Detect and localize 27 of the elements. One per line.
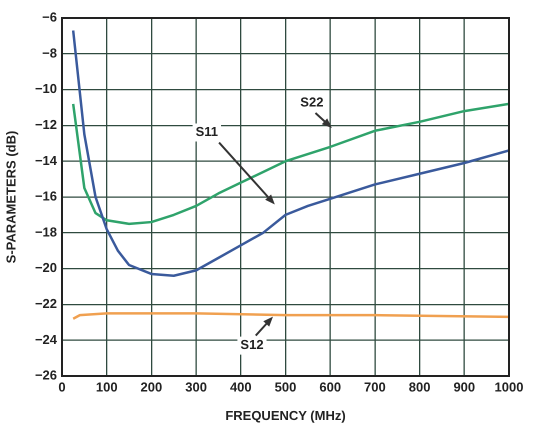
y-tick-label: −10	[34, 81, 57, 96]
x-tick-label: 900	[453, 379, 476, 394]
x-tick-label: 400	[230, 379, 252, 394]
y-tick-label: −16	[34, 188, 57, 204]
y-tick-label: −12	[34, 116, 57, 132]
annotation: S11	[196, 124, 218, 140]
y-tick-label: −18	[34, 224, 57, 240]
y-tick-label: −6	[42, 10, 57, 25]
x-tick-label: 700	[364, 379, 386, 394]
y-tick-label: −26	[34, 368, 57, 383]
x-tick-label: 500	[274, 379, 296, 394]
x-tick-label: 100	[96, 379, 118, 394]
y-tick-label: −24	[34, 332, 58, 347]
y-tick-label: −8	[42, 45, 57, 60]
y-axis-title: S-PARAMETERS (dB)	[3, 130, 18, 264]
y-tick-label: −20	[34, 260, 57, 276]
x-axis-title: FREQUENCY (MHz)	[225, 408, 346, 423]
x-tick-label: 800	[408, 379, 430, 394]
x-tick-label: 200	[140, 379, 162, 394]
y-tick-label: −22	[34, 296, 57, 311]
annotation: S22	[300, 94, 324, 110]
y-tick-label: −14	[34, 152, 58, 168]
x-tick-label: 300	[185, 379, 207, 394]
annotation: S12	[240, 337, 264, 352]
x-tick-label: 600	[319, 379, 342, 394]
x-tick-label: 1000	[494, 379, 524, 394]
x-tick-label: 0	[58, 379, 66, 394]
